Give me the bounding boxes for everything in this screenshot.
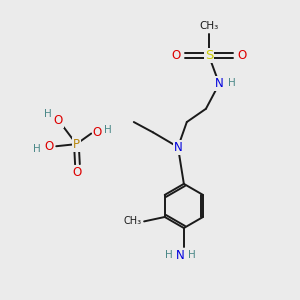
Text: H: H <box>228 78 236 88</box>
Text: N: N <box>215 77 224 90</box>
Text: O: O <box>92 125 102 139</box>
Text: N: N <box>174 141 182 154</box>
Text: O: O <box>44 140 53 153</box>
Text: O: O <box>54 114 63 127</box>
Text: O: O <box>73 166 82 179</box>
Text: CH₃: CH₃ <box>124 216 142 226</box>
Text: H: H <box>188 250 196 260</box>
Text: H: H <box>33 144 41 154</box>
Text: S: S <box>205 49 213 62</box>
Text: H: H <box>165 250 172 260</box>
Text: O: O <box>171 49 181 62</box>
Text: P: P <box>73 138 80 151</box>
Text: CH₃: CH₃ <box>199 21 218 31</box>
Text: O: O <box>237 49 247 62</box>
Text: N: N <box>176 249 185 262</box>
Text: H: H <box>44 109 52 119</box>
Text: H: H <box>104 125 112 135</box>
